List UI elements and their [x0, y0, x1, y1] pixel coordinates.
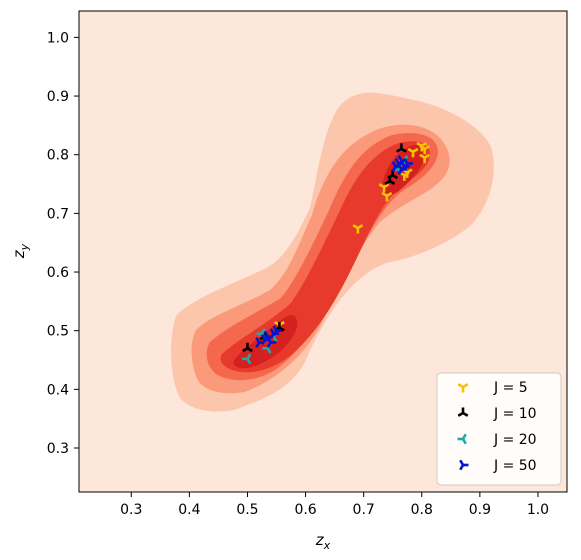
point-series-1	[381, 191, 393, 202]
y-tick-label: 0.6	[47, 265, 69, 281]
legend-marker-1	[457, 383, 469, 393]
point-series-1	[378, 183, 390, 193]
y-tick-label: 0.3	[47, 441, 69, 457]
y-tick-label: 1.0	[47, 30, 69, 46]
x-tick-label: 0.5	[236, 502, 258, 518]
x-axis-label-main: z	[315, 531, 325, 549]
x-tick-label: 0.8	[411, 502, 433, 518]
legend-marker-4	[459, 459, 469, 471]
x-axis-ticks: 0.3 0.4 0.5 0.6 0.7 0.8 0.9 1.0	[120, 492, 549, 518]
y-tick-label: 0.4	[47, 382, 69, 398]
x-axis-label: zx	[315, 531, 331, 552]
point-series-2	[396, 143, 407, 153]
point-series-4	[403, 158, 413, 169]
x-tick-label: 1.0	[527, 502, 549, 518]
x-tick-label: 0.7	[353, 502, 375, 518]
y-axis-label: zy	[10, 243, 31, 259]
point-series-4	[397, 163, 407, 175]
legend-marker-3	[457, 433, 467, 445]
point-series-2	[242, 342, 253, 353]
point-series-3	[241, 353, 252, 365]
density-level-4	[220, 141, 431, 373]
legend-marker-2	[457, 407, 469, 417]
point-series-4	[266, 337, 277, 348]
legend-box	[436, 372, 562, 486]
point-series-1	[419, 153, 431, 164]
y-axis-label-main: z	[10, 249, 28, 259]
y-tick-label: 0.9	[47, 89, 69, 105]
x-tick-label: 0.6	[294, 502, 316, 518]
y-axis-label-sub: y	[18, 243, 31, 251]
point-series-1	[419, 144, 431, 155]
y-tick-label: 0.5	[47, 324, 69, 340]
y-axis-ticks: 0.3 0.4 0.5 0.6 0.7 0.8 0.9 1.0	[47, 30, 79, 457]
legend-label-4: J = 50	[493, 458, 537, 474]
x-tick-label: 0.9	[469, 502, 491, 518]
point-series-4	[272, 325, 283, 337]
x-tick-label: 0.3	[120, 502, 142, 518]
point-series-1	[352, 224, 364, 234]
point-series-1	[407, 147, 419, 158]
x-axis-label-sub: x	[323, 539, 331, 552]
point-series-4	[263, 331, 274, 342]
legend-label-2: J = 10	[493, 406, 537, 422]
plot-frame	[78, 10, 568, 493]
y-tick-label: 0.7	[47, 206, 69, 222]
legend: J = 5 J = 10 J = 20 J = 50	[436, 372, 562, 486]
legend-label-1: J = 5	[493, 380, 528, 396]
x-tick-label: 0.4	[178, 502, 200, 518]
scatter-points	[241, 142, 431, 365]
legend-label-3: J = 20	[493, 432, 537, 448]
y-tick-label: 0.8	[47, 148, 69, 164]
